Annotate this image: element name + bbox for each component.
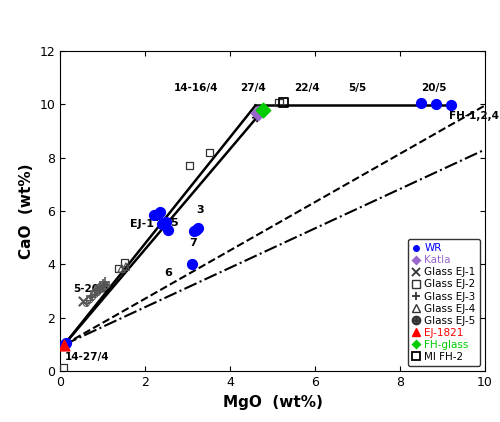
Point [88,294,96,300]
Text: 20/5: 20/5 [422,83,447,93]
Point [88,294,96,300]
Point [188,261,196,268]
Point [86,292,94,299]
Point [100,279,108,285]
Text: 14-27/4: 14-27/4 [65,352,110,362]
Text: 3: 3 [196,205,203,215]
Text: 5-20/5: 5-20/5 [73,284,110,294]
Text: 22/4: 22/4 [294,83,320,93]
Point [96,287,104,293]
Y-axis label: CaO  (wt%): CaO (wt%) [18,163,34,259]
Point [60,341,68,348]
Text: EJ-1: EJ-1 [130,219,154,230]
Text: 5: 5 [170,218,178,228]
Point [150,212,158,219]
Point [62,340,70,347]
Point [254,110,262,117]
Point [100,283,108,290]
Point [60,341,68,348]
Text: 5/5: 5/5 [348,83,366,93]
Point [98,280,106,287]
Point [100,283,108,290]
Point [86,296,94,303]
Point [158,221,166,228]
Point [194,225,202,232]
Point [432,101,440,108]
Point [206,149,214,156]
Point [94,289,102,296]
Point [162,218,170,225]
Point [91,288,99,295]
Point [447,102,455,109]
Text: 4: 4 [152,213,159,223]
Point [192,226,200,233]
Point [114,265,122,272]
Text: 27/4: 27/4 [240,83,266,93]
Point [120,260,128,267]
Point [82,300,90,306]
Point [279,99,287,106]
Point [96,287,104,293]
Point [190,228,198,235]
Point [160,219,168,226]
Point [259,107,267,114]
Point [98,285,106,292]
Point [186,162,194,169]
X-axis label: MgO  (wt%): MgO (wt%) [222,395,322,410]
Point [80,297,88,304]
Point [122,263,130,270]
Text: 14-16/4: 14-16/4 [174,83,218,93]
Point [98,285,106,292]
Point [96,282,104,289]
Text: FH-1,2,4: FH-1,2,4 [449,111,499,121]
Point [417,99,425,106]
Text: 6: 6 [164,268,172,278]
Point [103,282,111,289]
Text: 7: 7 [190,238,198,248]
Point [275,99,283,106]
Point [94,289,102,296]
Point [91,291,99,298]
Point [86,296,94,303]
Legend: WR, Katla, Glass EJ-1, Glass EJ-2, Glass EJ-3, Glass EJ-4, Glass EJ-5, EJ-1821, : WR, Katla, Glass EJ-1, Glass EJ-2, Glass… [408,239,480,366]
Point [164,226,172,233]
Point [60,365,68,371]
Point [103,282,111,289]
Point [94,285,102,292]
Point [82,300,90,306]
Point [91,291,99,298]
Point [156,209,164,216]
Point [118,265,126,272]
Point [154,210,162,217]
